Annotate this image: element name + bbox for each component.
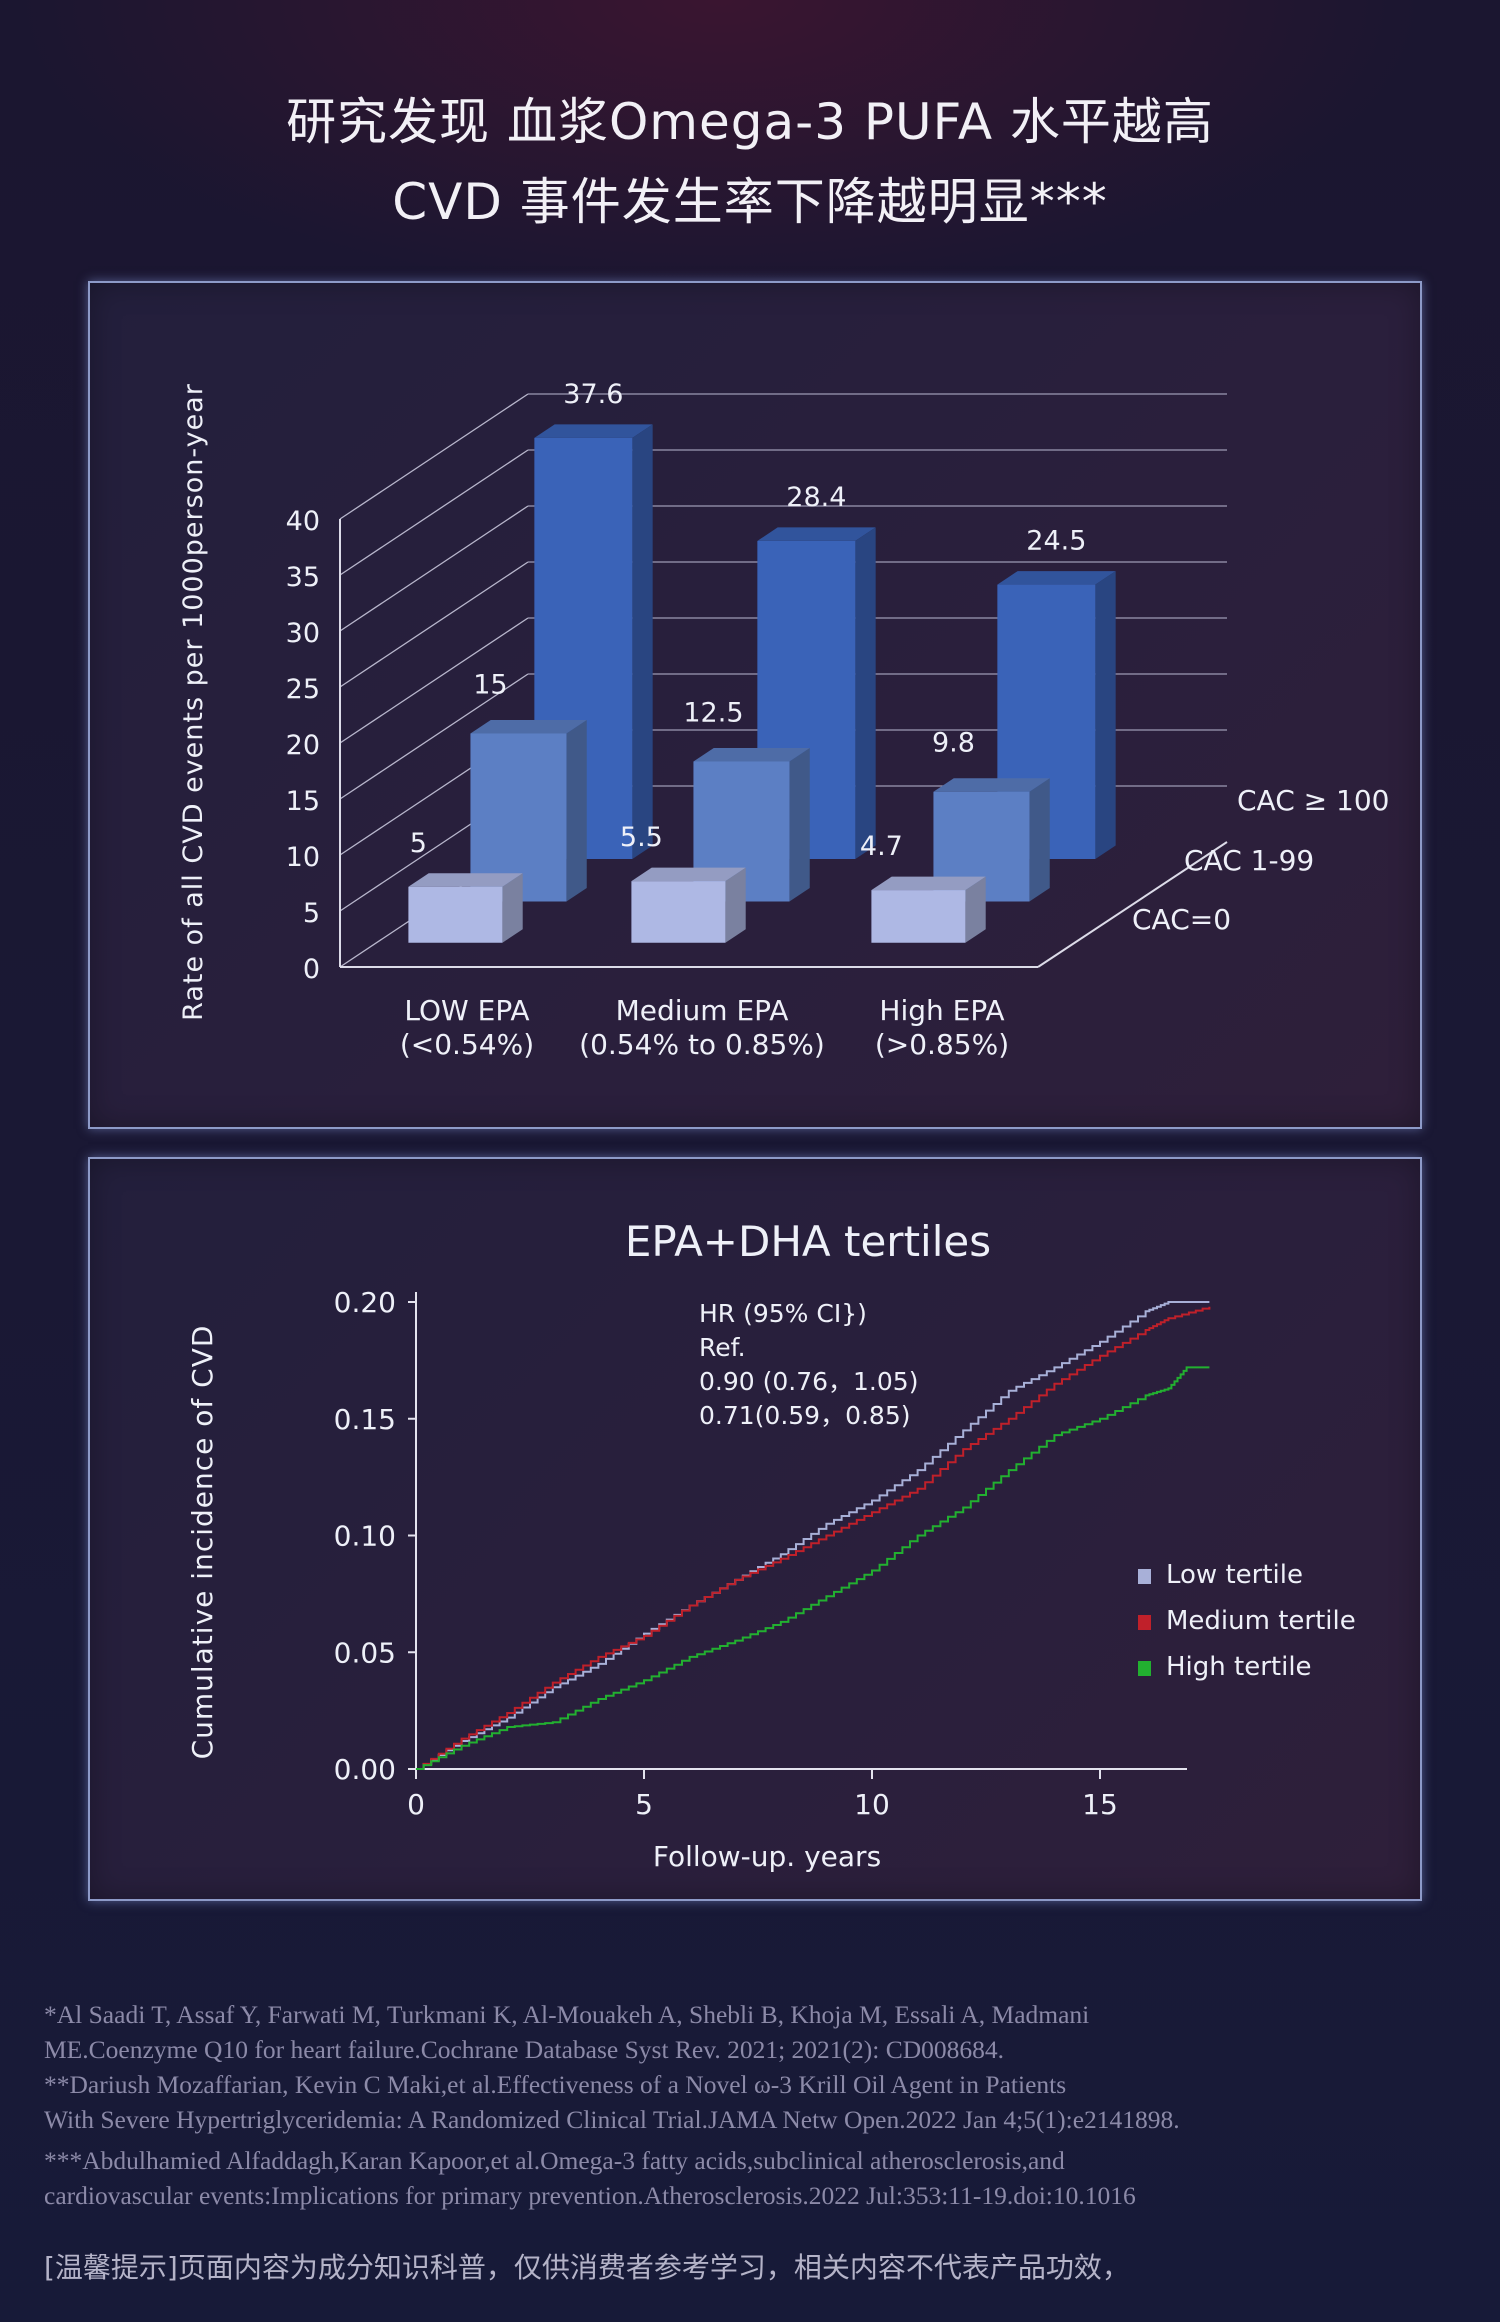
- bar-chart: 0 5 10 15 20 25 30 35 40 Rate of all CVD events p…: [178, 379, 1389, 1061]
- bar-side: [1095, 571, 1116, 859]
- category-label: LOW EPA: [404, 994, 529, 1027]
- page-title-line2: CVD 事件发生率下降越明显***: [392, 173, 1108, 231]
- legend-label: Medium tertile: [1166, 1606, 1356, 1636]
- reference-line: ***Abdulhamied Alfaddagh,Karan Kapoor,et…: [44, 2146, 1065, 2175]
- series-label: CAC ≥ 100: [1237, 784, 1389, 817]
- y-tick-label: 30: [286, 618, 320, 649]
- category-sublabel: (>0.85%): [875, 1028, 1009, 1061]
- x-tick-label: 5: [635, 1788, 653, 1821]
- depth-axis: [1037, 841, 1228, 968]
- category-label: High EPA: [879, 994, 1004, 1027]
- y-axis-label: Rate of all CVD events per 1000person-ye…: [178, 383, 209, 1021]
- bar-top: [534, 424, 653, 438]
- legend-label: Low tertile: [1166, 1560, 1303, 1590]
- category-sublabel: (0.54% to 0.85%): [579, 1028, 825, 1061]
- bar: [408, 873, 523, 943]
- bar-side: [965, 876, 986, 943]
- y-tick-label: 0: [303, 954, 320, 985]
- y-tick-label: 0.20: [334, 1286, 396, 1319]
- bar-side: [566, 720, 587, 902]
- hr-annotation-line: Ref.: [699, 1333, 746, 1362]
- x-axis-label: Follow-up. years: [653, 1840, 881, 1873]
- reference-line: *Al Saadi T, Assaf Y, Farwati M, Turkman…: [44, 2000, 1090, 2029]
- side-gridline: [339, 449, 529, 576]
- category-sublabel: (<0.54%): [400, 1028, 534, 1061]
- bar-top: [408, 873, 523, 887]
- bar-top: [693, 748, 810, 762]
- y-axis-label: Cumulative incidence of CVD: [186, 1325, 219, 1760]
- series-line-medium-tertile: [416, 1306, 1211, 1770]
- line-chart: EPA+DHA tertiles 0.00 0.05 0.10 0.15 0.20 0 5 10…: [186, 1217, 1356, 1873]
- bar-front: [871, 890, 966, 943]
- side-gridline: [339, 617, 529, 744]
- series-label: CAC=0: [1132, 903, 1231, 936]
- side-gridline: [339, 505, 529, 632]
- legend-label: High tertile: [1166, 1652, 1312, 1682]
- reference-line: ME.Coenzyme Q10 for heart failure.Cochra…: [44, 2035, 1005, 2064]
- bar-top: [631, 867, 746, 882]
- line-chart-panel: EPA+DHA tertiles 0.00 0.05 0.10 0.15 0.20 0 5 10…: [88, 1157, 1422, 1901]
- x-tick-label: 10: [854, 1788, 890, 1821]
- series-label: CAC 1-99: [1184, 844, 1314, 877]
- legend-swatch: [1138, 1661, 1151, 1676]
- x-tick-label: 15: [1082, 1788, 1118, 1821]
- y-tick-label: 15: [286, 786, 320, 817]
- y-tick-label: 40: [286, 506, 320, 537]
- data-label: 12.5: [683, 698, 743, 729]
- bar-top: [997, 571, 1116, 585]
- y-tick-label: 25: [286, 674, 320, 705]
- bar-side: [725, 867, 746, 943]
- data-label: 24.5: [1026, 526, 1086, 557]
- y-tick-label: 20: [286, 730, 320, 761]
- series-line-high-tertile: [416, 1366, 1210, 1770]
- bar-front: [631, 881, 726, 943]
- references: *Al Saadi T, Assaf Y, Farwati M, Turkman…: [44, 1997, 1484, 2213]
- chart-title: EPA+DHA tertiles: [625, 1217, 991, 1266]
- bar-top: [470, 720, 587, 734]
- data-label: 5.5: [620, 822, 663, 853]
- y-tick-label: 0.00: [334, 1753, 396, 1786]
- data-label: 28.4: [786, 482, 846, 513]
- bar-side: [1029, 778, 1050, 902]
- bar: [631, 867, 746, 943]
- y-tick-label: 0.05: [334, 1636, 396, 1669]
- legend-swatch: [1138, 1615, 1151, 1630]
- bar-top: [933, 778, 1050, 792]
- y-tick-label: 35: [286, 562, 320, 593]
- hr-annotation-line: 0.71(0.59，0.85): [699, 1401, 911, 1430]
- legend-swatch: [1138, 1569, 1151, 1584]
- reference-line: cardiovascular events:Implications for p…: [44, 2181, 1136, 2210]
- x-tick-label: 0: [407, 1788, 425, 1821]
- bar-chart-panel: 0 5 10 15 20 25 30 35 40 Rate of all CVD events p…: [88, 281, 1422, 1129]
- data-label: 37.6: [563, 379, 623, 410]
- bar-side: [855, 527, 876, 859]
- series-line-low-tertile: [416, 1301, 1210, 1770]
- y-tick-label: 0.10: [334, 1520, 396, 1553]
- side-gridline: [339, 673, 529, 800]
- reference-line: **Dariush Mozaffarian, Kevin C Maki,et a…: [44, 2070, 1067, 2099]
- side-gridline: [339, 561, 529, 688]
- data-label: 4.7: [860, 831, 903, 862]
- disclaimer: [温馨提示]页面内容为成分知识科普，仅供消费者参考学习，相关内容不代表产品功效，: [44, 2251, 1130, 2284]
- category-label: Medium EPA: [616, 994, 789, 1027]
- bar-front: [408, 886, 503, 943]
- bar-top: [757, 527, 876, 541]
- bar-side: [789, 748, 810, 902]
- bar-side: [502, 873, 523, 943]
- side-gridline: [339, 393, 529, 520]
- data-label: 9.8: [932, 728, 975, 759]
- hr-annotation-line: 0.90 (0.76，1.05): [699, 1367, 918, 1396]
- reference-line: With Severe Hypertriglyceridemia: A Rand…: [44, 2105, 1180, 2134]
- data-label: 5: [410, 828, 427, 859]
- y-tick-label: 5: [303, 898, 320, 929]
- page-title-line1: 研究发现 血浆Omega-3 PUFA 水平越高: [286, 93, 1214, 151]
- y-tick-label: 10: [286, 842, 320, 873]
- data-label: 15: [473, 670, 507, 701]
- bar: [871, 876, 986, 943]
- bar-top: [871, 876, 986, 891]
- y-tick-label: 0.15: [334, 1403, 396, 1436]
- hr-annotation-line: HR (95% CI}): [699, 1299, 867, 1328]
- bar-side: [632, 424, 653, 859]
